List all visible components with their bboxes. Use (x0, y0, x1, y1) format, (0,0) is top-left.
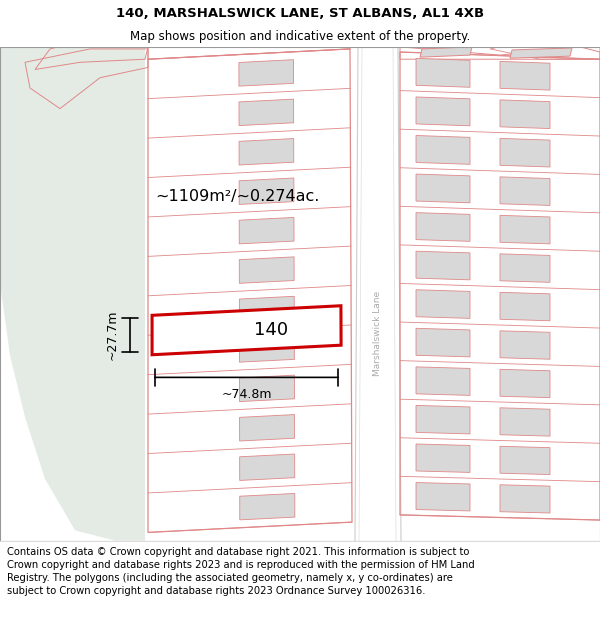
Polygon shape (500, 408, 550, 436)
Polygon shape (0, 47, 145, 541)
Polygon shape (239, 257, 294, 283)
Polygon shape (239, 375, 295, 402)
Polygon shape (416, 406, 470, 434)
Polygon shape (500, 138, 550, 167)
Polygon shape (355, 47, 398, 541)
Text: Contains OS data © Crown copyright and database right 2021. This information is : Contains OS data © Crown copyright and d… (7, 546, 475, 596)
Text: ~1109m²/~0.274ac.: ~1109m²/~0.274ac. (155, 189, 319, 204)
Text: ~27.7m: ~27.7m (106, 310, 119, 360)
Polygon shape (416, 58, 470, 88)
Polygon shape (416, 367, 470, 396)
Polygon shape (416, 174, 470, 203)
Polygon shape (416, 328, 470, 357)
Polygon shape (416, 136, 470, 164)
Polygon shape (500, 292, 550, 321)
Polygon shape (500, 216, 550, 244)
Polygon shape (416, 97, 470, 126)
Polygon shape (239, 336, 295, 362)
Text: 140, MARSHALSWICK LANE, ST ALBANS, AL1 4XB: 140, MARSHALSWICK LANE, ST ALBANS, AL1 4… (116, 7, 484, 19)
Text: 140: 140 (254, 321, 289, 339)
Text: Map shows position and indicative extent of the property.: Map shows position and indicative extent… (130, 30, 470, 43)
Polygon shape (500, 446, 550, 474)
Polygon shape (239, 217, 294, 244)
Polygon shape (500, 61, 550, 90)
Polygon shape (500, 254, 550, 282)
Polygon shape (416, 251, 470, 280)
Text: ~74.8m: ~74.8m (221, 388, 272, 401)
Polygon shape (500, 177, 550, 206)
Polygon shape (416, 482, 470, 511)
Polygon shape (510, 48, 572, 58)
Polygon shape (416, 290, 470, 318)
Polygon shape (500, 485, 550, 513)
Text: Marshalswick Lane: Marshalswick Lane (373, 291, 383, 376)
Polygon shape (239, 296, 294, 322)
Polygon shape (239, 99, 293, 126)
Polygon shape (239, 454, 295, 481)
Polygon shape (239, 139, 294, 165)
Polygon shape (240, 494, 295, 520)
Polygon shape (500, 331, 550, 359)
Polygon shape (239, 178, 294, 204)
Polygon shape (416, 213, 470, 241)
Polygon shape (420, 47, 472, 57)
Polygon shape (416, 444, 470, 472)
Polygon shape (239, 60, 293, 86)
Polygon shape (500, 100, 550, 129)
Polygon shape (239, 414, 295, 441)
Polygon shape (500, 369, 550, 398)
Polygon shape (152, 306, 341, 355)
